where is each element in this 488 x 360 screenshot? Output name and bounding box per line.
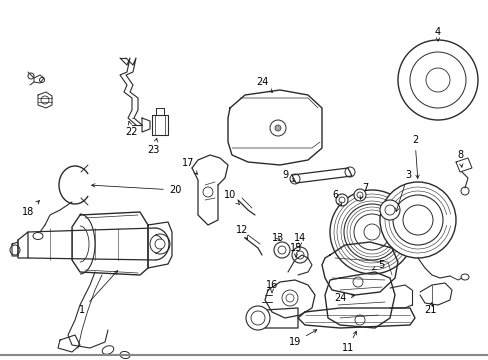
- Text: 7: 7: [359, 183, 367, 199]
- Circle shape: [274, 125, 281, 131]
- Text: 15: 15: [289, 243, 302, 257]
- Polygon shape: [321, 242, 397, 295]
- Polygon shape: [72, 212, 148, 275]
- Text: 19: 19: [288, 330, 316, 347]
- Polygon shape: [291, 168, 351, 183]
- Text: 9: 9: [282, 170, 294, 181]
- Text: 24: 24: [255, 77, 272, 93]
- Text: 5: 5: [372, 260, 384, 270]
- Text: 11: 11: [341, 331, 356, 353]
- Text: 1: 1: [79, 271, 117, 315]
- Text: 14: 14: [293, 233, 305, 246]
- Circle shape: [402, 205, 432, 235]
- Polygon shape: [297, 308, 414, 328]
- Text: 3: 3: [395, 170, 410, 212]
- Text: 18: 18: [22, 201, 40, 217]
- Text: 2: 2: [411, 135, 418, 179]
- Text: 20: 20: [91, 184, 181, 195]
- Polygon shape: [58, 335, 80, 352]
- Polygon shape: [325, 272, 394, 328]
- Polygon shape: [258, 308, 297, 328]
- Circle shape: [245, 306, 269, 330]
- Text: 21: 21: [423, 302, 435, 315]
- Circle shape: [353, 189, 365, 201]
- Circle shape: [343, 204, 399, 260]
- Text: 12: 12: [235, 225, 248, 239]
- Circle shape: [392, 195, 442, 245]
- Circle shape: [273, 242, 289, 258]
- Circle shape: [409, 52, 465, 108]
- Circle shape: [285, 294, 293, 302]
- Circle shape: [329, 190, 413, 274]
- Text: 6: 6: [331, 190, 341, 206]
- Polygon shape: [18, 232, 28, 258]
- Text: 4: 4: [434, 27, 440, 41]
- Circle shape: [155, 239, 164, 249]
- Text: 13: 13: [271, 233, 284, 243]
- Circle shape: [379, 200, 399, 220]
- Polygon shape: [148, 222, 172, 268]
- Circle shape: [379, 182, 455, 258]
- Text: 24: 24: [333, 293, 354, 303]
- Text: 8: 8: [456, 150, 462, 167]
- Polygon shape: [227, 90, 321, 165]
- Text: 23: 23: [146, 139, 159, 155]
- Text: 22: 22: [125, 121, 138, 137]
- Text: 17: 17: [182, 158, 197, 174]
- Circle shape: [397, 40, 477, 120]
- Circle shape: [335, 194, 347, 206]
- Text: 16: 16: [265, 280, 278, 293]
- Text: 10: 10: [224, 190, 239, 205]
- Circle shape: [353, 214, 389, 250]
- Circle shape: [291, 247, 307, 263]
